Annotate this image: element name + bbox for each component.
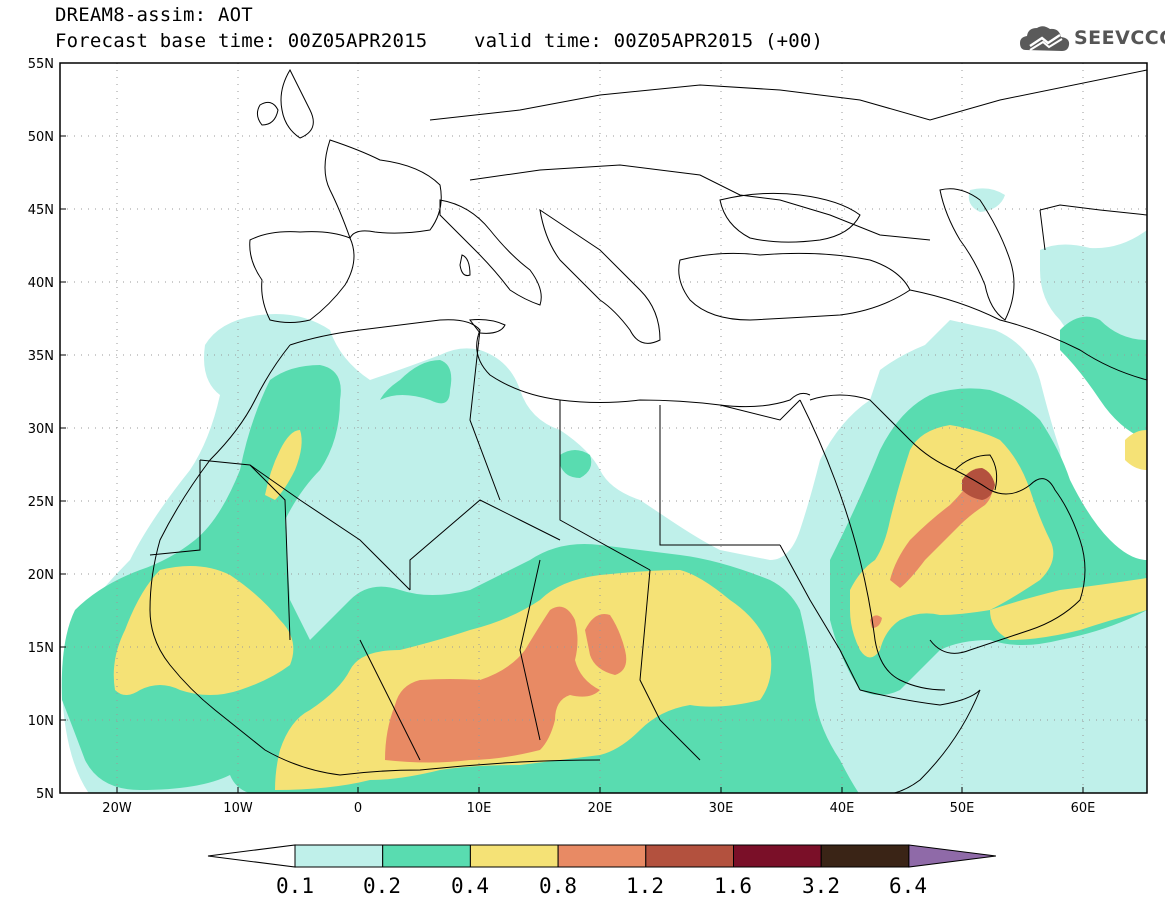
axis-ticks: [60, 135, 1084, 793]
lon-label: 30E: [709, 801, 734, 816]
lat-label: 35N: [28, 349, 54, 364]
logo-text: SEEVCCC: [1074, 27, 1165, 49]
lat-label: 50N: [28, 130, 54, 145]
lon-label: 60E: [1071, 801, 1096, 816]
lon-label: 10E: [467, 801, 492, 816]
lon-label: 20E: [588, 801, 613, 816]
lon-label: 0: [354, 801, 362, 816]
lat-label: 45N: [28, 203, 54, 218]
lon-label: 50E: [950, 801, 975, 816]
coastlines-borders: [149, 68, 1147, 793]
aot-contour-fields: [61, 188, 1147, 793]
lon-labels: 20W 10W 0 10E 20E 30E 40E 50E 60E: [102, 801, 1095, 816]
lat-label: 30N: [28, 422, 54, 437]
cloud-logo-icon: [1020, 26, 1070, 51]
lat-label: 10N: [28, 714, 54, 729]
lat-label: 25N: [28, 495, 54, 510]
lon-label: 40E: [830, 801, 855, 816]
aot-level-0-8: [385, 473, 993, 763]
lat-label: 55N: [28, 57, 54, 72]
lon-label: 10W: [223, 801, 253, 816]
lat-label: 40N: [28, 276, 54, 291]
lat-label: 20N: [28, 568, 54, 583]
lat-labels: 55N 50N 45N 40N 35N 30N 25N 20N 15N 10N …: [28, 57, 54, 802]
lat-label: 5N: [36, 787, 54, 802]
title-line-1: DREAM8-assim: AOT: [55, 4, 253, 26]
aot-level-1-2: [962, 468, 995, 500]
lat-label: 15N: [28, 641, 54, 656]
lon-label: 20W: [102, 801, 132, 816]
title-line-2: Forecast base time: 00Z05APR2015 valid t…: [55, 30, 824, 52]
